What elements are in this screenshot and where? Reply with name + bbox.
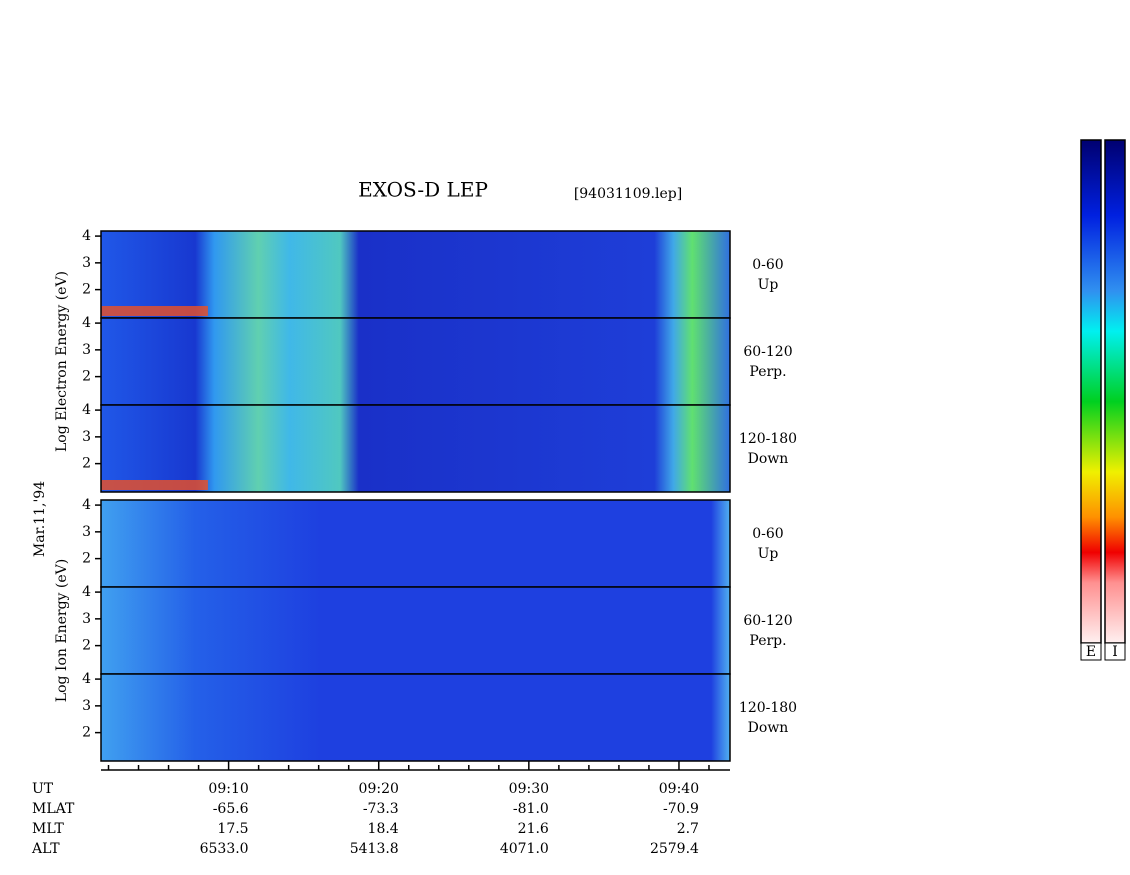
date-label: Mar.11,'94 bbox=[32, 481, 48, 557]
x-tick-label: 09:20 bbox=[359, 781, 399, 797]
colorbar-label: E bbox=[1086, 644, 1096, 660]
y-tick-label: 2 bbox=[82, 551, 91, 567]
ephemeris-value: -73.3 bbox=[363, 801, 399, 817]
panel-angle: 120-180 bbox=[739, 700, 797, 716]
ephemeris-value: 2579.4 bbox=[650, 841, 699, 857]
panel-angle: 60-120 bbox=[743, 344, 792, 360]
panel-angle: 0-60 bbox=[752, 257, 783, 273]
spectrogram bbox=[101, 318, 730, 405]
spectrogram-band bbox=[101, 480, 208, 490]
ephemeris-value: 5413.8 bbox=[350, 841, 399, 857]
panel-frame bbox=[100, 404, 731, 493]
colorbar-label-box bbox=[1104, 642, 1126, 661]
y-tick-label: 2 bbox=[82, 282, 91, 298]
y-tick-label: 2 bbox=[82, 725, 91, 741]
colorbar bbox=[1104, 139, 1126, 644]
spectrogram bbox=[101, 674, 730, 761]
ephemeris-value: 18.4 bbox=[368, 821, 399, 837]
panel-direction: Up bbox=[758, 546, 779, 562]
panel-direction: Down bbox=[748, 720, 789, 736]
colorbar bbox=[1080, 139, 1102, 644]
ephemeris-value: 4071.0 bbox=[500, 841, 549, 857]
y-tick-label: 2 bbox=[82, 638, 91, 654]
x-tick-label: 09:30 bbox=[509, 781, 549, 797]
ephemeris-value: -70.9 bbox=[663, 801, 699, 817]
y-tick-label: 4 bbox=[82, 584, 91, 600]
colorbar-label: I bbox=[1112, 644, 1118, 660]
panel-direction: Perp. bbox=[749, 633, 786, 649]
chart-title: EXOS-D LEP bbox=[358, 178, 488, 202]
y-axis-label: Log Ion Energy (eV) bbox=[54, 559, 70, 702]
y-tick-label: 3 bbox=[82, 611, 91, 627]
ephemeris-value: 6533.0 bbox=[200, 841, 249, 857]
x-tick-label: 09:10 bbox=[208, 781, 248, 797]
y-tick-label: 3 bbox=[82, 429, 91, 445]
panel-direction: Down bbox=[748, 451, 789, 467]
y-tick-label: 3 bbox=[82, 342, 91, 358]
ephemeris-value: 17.5 bbox=[217, 821, 248, 837]
y-tick-label: 4 bbox=[82, 228, 91, 244]
x-tick-label: 09:40 bbox=[659, 781, 699, 797]
y-tick-label: 4 bbox=[82, 315, 91, 331]
y-tick-label: 4 bbox=[82, 671, 91, 687]
y-tick-label: 2 bbox=[82, 369, 91, 385]
x-axis-label: UT bbox=[32, 781, 54, 797]
ephemeris-value: -81.0 bbox=[513, 801, 549, 817]
ephemeris-value: 2.7 bbox=[677, 821, 699, 837]
y-tick-label: 4 bbox=[82, 402, 91, 418]
panel-angle: 120-180 bbox=[739, 431, 797, 447]
ephemeris-name: ALT bbox=[31, 841, 60, 857]
spectrogram-band bbox=[101, 306, 208, 316]
y-tick-label: 3 bbox=[82, 255, 91, 271]
panel-angle: 0-60 bbox=[752, 526, 783, 542]
spectrogram bbox=[101, 587, 730, 674]
panel-direction: Perp. bbox=[749, 364, 786, 380]
y-axis-label: Log Electron Energy (eV) bbox=[54, 271, 70, 452]
y-tick-label: 3 bbox=[82, 698, 91, 714]
ephemeris-value: -65.6 bbox=[213, 801, 249, 817]
spectrogram bbox=[101, 500, 730, 587]
ephemeris-name: MLT bbox=[32, 821, 64, 837]
chart-subtitle: [94031109.lep] bbox=[574, 186, 682, 202]
ephemeris-value: 21.6 bbox=[518, 821, 549, 837]
spectrogram bbox=[101, 405, 730, 492]
ephemeris-name: MLAT bbox=[32, 801, 75, 817]
colorbar-label-box bbox=[1080, 642, 1102, 661]
spectrogram bbox=[101, 231, 730, 318]
y-tick-label: 2 bbox=[82, 456, 91, 472]
panel-frame bbox=[100, 673, 731, 762]
y-tick-label: 3 bbox=[82, 524, 91, 540]
y-tick-label: 4 bbox=[82, 497, 91, 513]
panel-direction: Up bbox=[758, 277, 779, 293]
panel-angle: 60-120 bbox=[743, 613, 792, 629]
